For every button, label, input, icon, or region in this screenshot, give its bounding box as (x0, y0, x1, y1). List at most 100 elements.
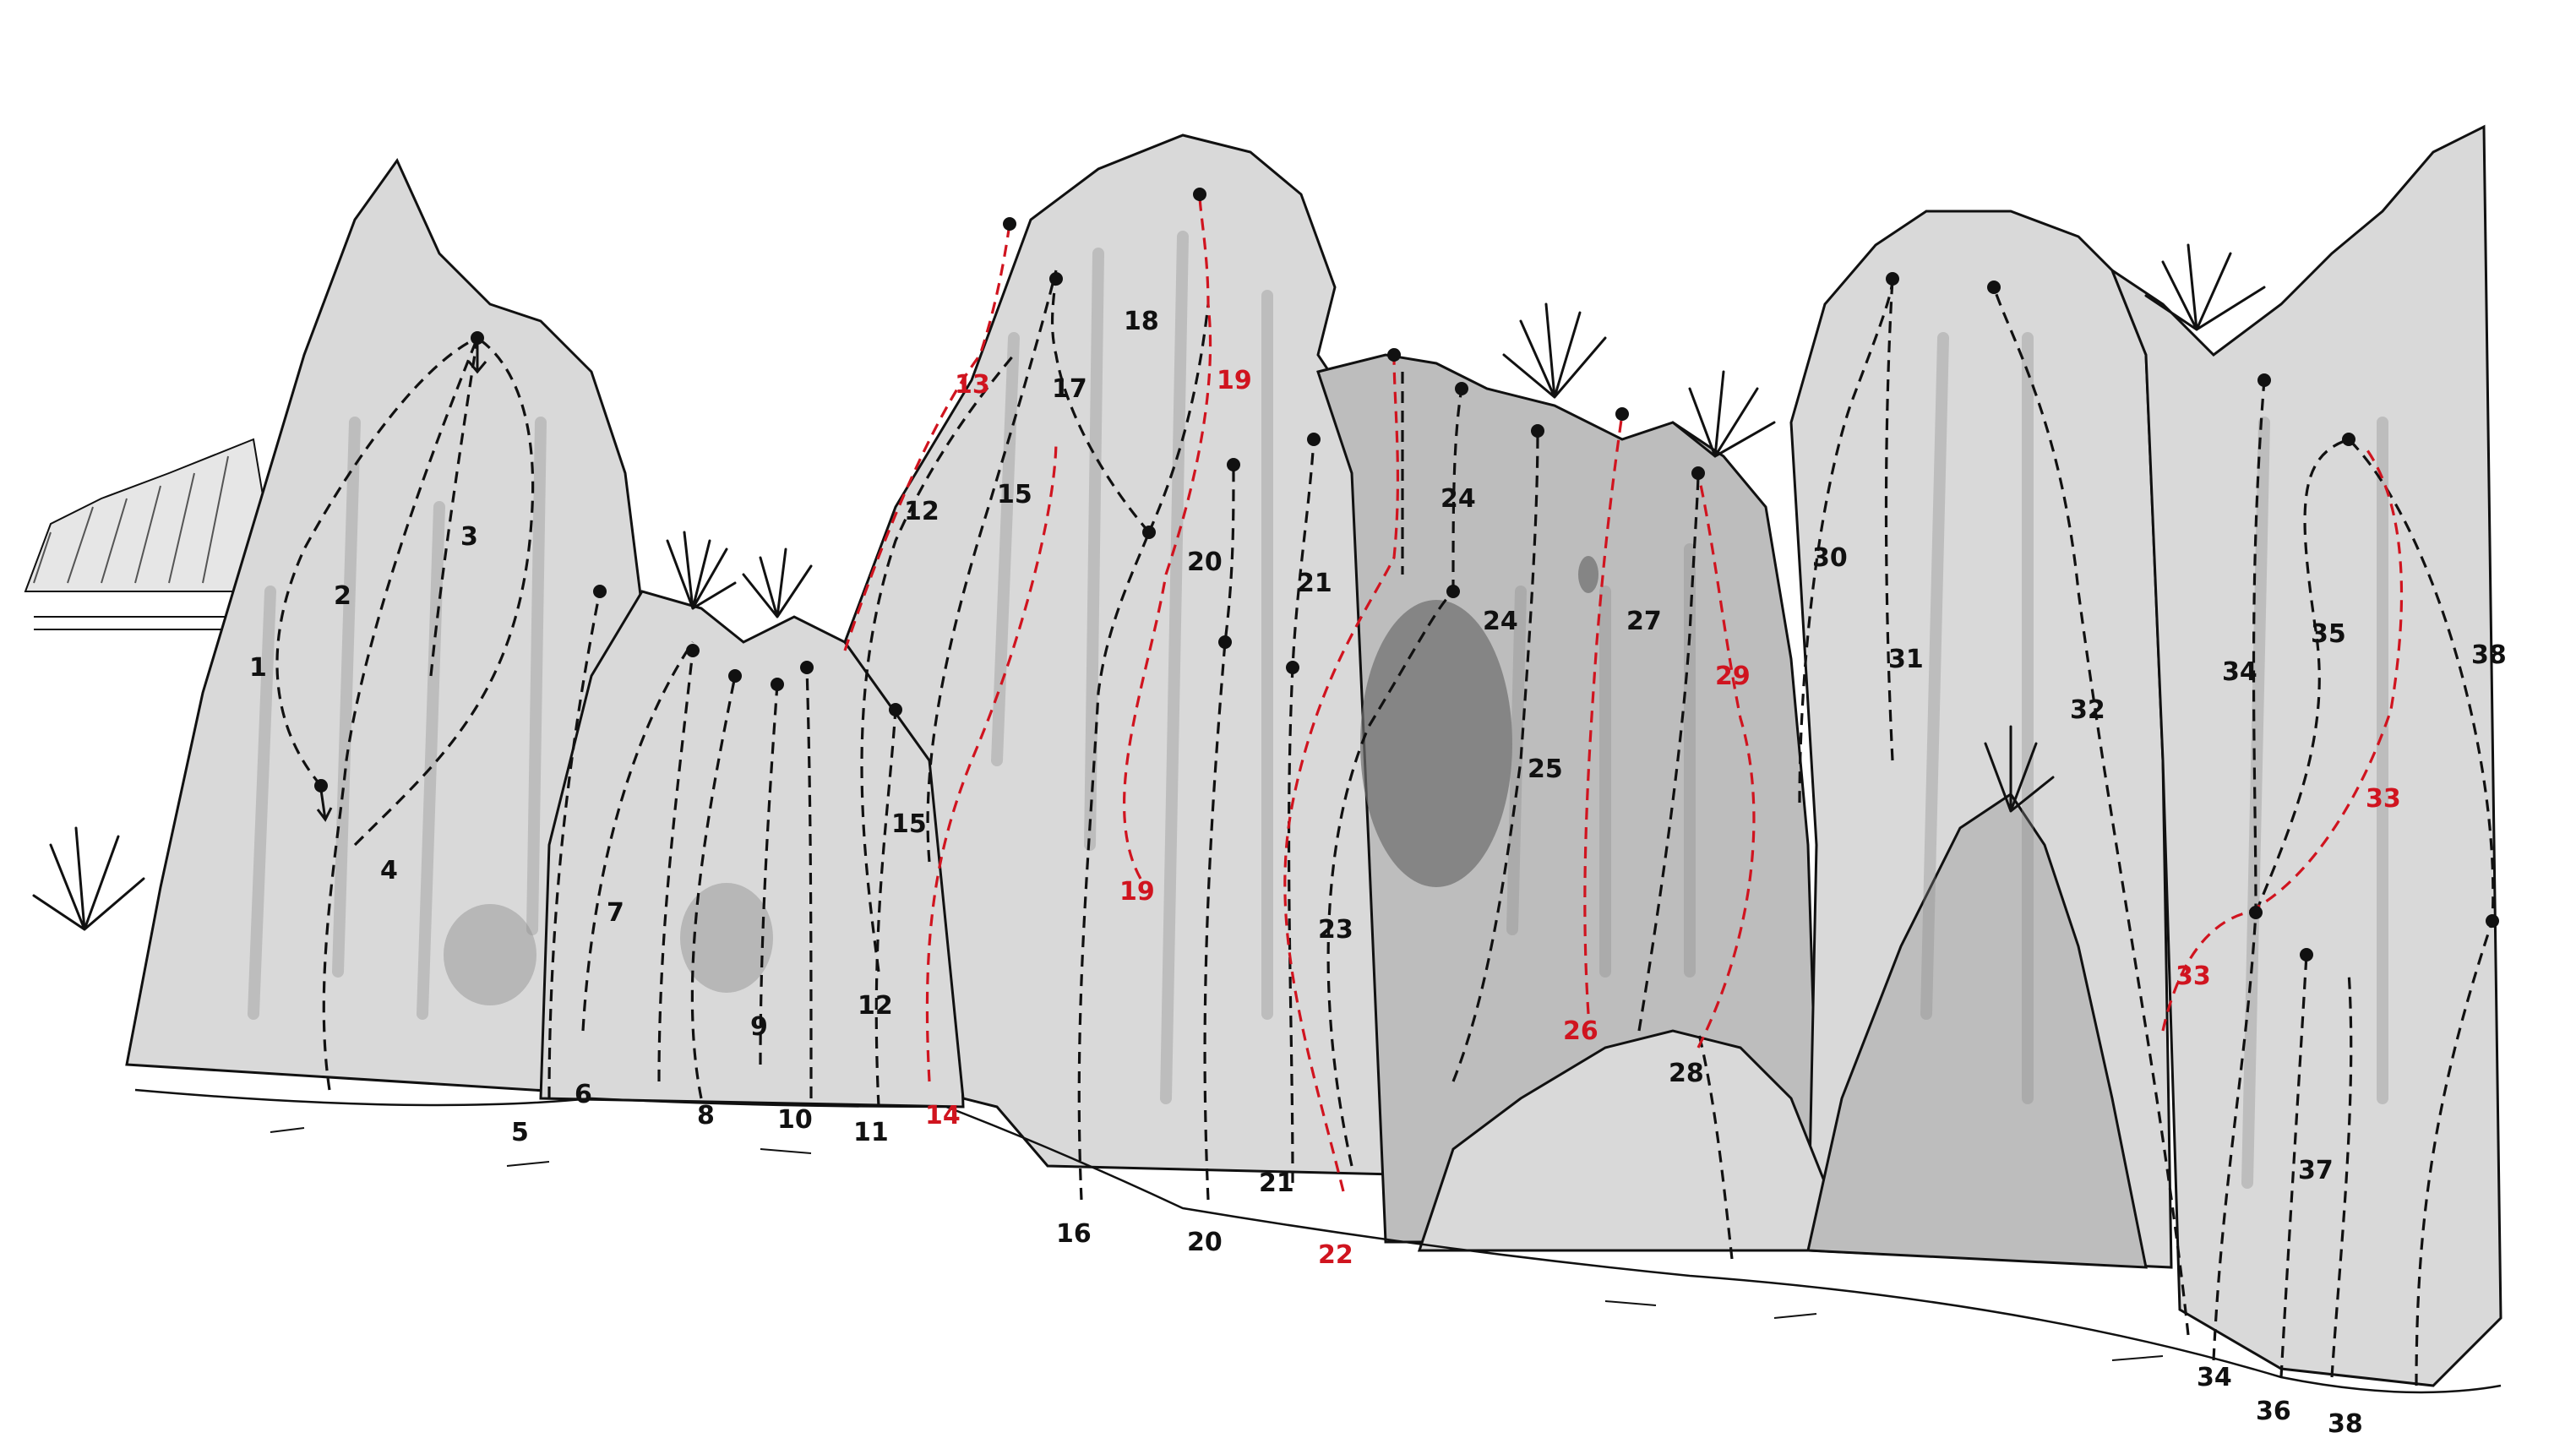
anchor-17 (1387, 348, 1401, 362)
label-route-24b: 24 (1483, 607, 1518, 636)
hole-left-1 (444, 904, 536, 1005)
route-30 (1798, 278, 1894, 803)
route-10 (805, 667, 813, 1099)
anchor-4 (686, 644, 700, 657)
label-route-31: 31 (1888, 645, 1924, 674)
route-26 (1583, 413, 1624, 1015)
route-29 (1696, 472, 1756, 1049)
label-route-33a: 33 (2366, 784, 2401, 814)
label-route-38b: 38 (2328, 1409, 2363, 1439)
anchor-26 (2342, 433, 2355, 446)
anchor-23 (1886, 272, 1899, 286)
anchor-2 (314, 779, 328, 793)
route-35 (2254, 438, 2350, 913)
route-23 (1326, 590, 1455, 1167)
label-route-17: 17 (1052, 374, 1087, 404)
label-route-18: 18 (1124, 307, 1159, 336)
route-7 (657, 650, 694, 1082)
route-12 (860, 353, 1016, 972)
bush-2 (742, 547, 813, 618)
routes-red (843, 193, 2404, 1192)
label-route-16: 16 (1056, 1219, 1092, 1249)
anchor-28 (2300, 948, 2313, 961)
route-4 (353, 336, 535, 847)
bush-1 (666, 531, 737, 610)
bush-5 (2144, 243, 2266, 331)
label-route-27: 27 (1626, 607, 1662, 636)
label-route-35: 35 (2311, 619, 2346, 649)
route-32 (1992, 286, 2190, 1336)
bushes (32, 243, 2266, 931)
route-20 (1203, 464, 1235, 1201)
anchor-10 (1049, 272, 1063, 286)
label-route-8: 8 (697, 1101, 715, 1130)
label-route-29: 29 (1715, 662, 1751, 691)
label-route-15b: 15 (891, 809, 927, 839)
route-33 (2161, 447, 2404, 1032)
route-13 (843, 223, 1011, 651)
label-route-9: 9 (750, 1012, 768, 1042)
anchor-3 (593, 585, 607, 598)
label-route-5: 5 (511, 1118, 529, 1147)
route-22 (1283, 354, 1400, 1192)
label-route-11: 11 (853, 1118, 889, 1147)
route-15 (926, 270, 1058, 863)
route-19 (1123, 193, 1212, 880)
ground (134, 1088, 2502, 1394)
label-route-3: 3 (460, 522, 478, 552)
hole-left-2 (680, 883, 773, 993)
label-route-34b: 34 (2197, 1363, 2232, 1392)
route-labels: 1 2 3 4 5 6 7 8 9 10 11 12 12 13 14 15 1… (249, 307, 2507, 1439)
bush-3 (1502, 302, 1607, 399)
rock-shading (248, 231, 2388, 1189)
anchor-21 (1615, 407, 1629, 421)
route-11 (874, 709, 897, 1108)
route-36 (2279, 954, 2308, 1378)
route-17 (1050, 270, 1151, 534)
anchor-24 (1987, 281, 2001, 294)
anchor-29 (2486, 914, 2499, 928)
anchor-1 (471, 331, 484, 345)
route-8 (690, 675, 737, 1099)
label-route-38a: 38 (2471, 640, 2507, 670)
label-route-19b: 19 (1119, 877, 1155, 907)
anchor-14 (1307, 433, 1321, 446)
label-route-26: 26 (1563, 1016, 1598, 1046)
label-route-30: 30 (1812, 543, 1848, 573)
route-16 (1077, 531, 1151, 1201)
cave-central (1360, 600, 1512, 887)
route-14 (925, 439, 1058, 1082)
anchor-16 (1218, 635, 1232, 649)
anchors (314, 188, 2499, 961)
route-9 (759, 684, 779, 1065)
label-route-23: 23 (1318, 915, 1353, 945)
anchor-9 (1003, 217, 1016, 231)
label-route-4: 4 (380, 856, 398, 885)
route-24a (1451, 388, 1463, 592)
anchor-15 (1286, 661, 1299, 674)
anchor-8 (889, 703, 902, 716)
label-route-32: 32 (2070, 695, 2105, 725)
anchor-20 (1531, 424, 1544, 438)
label-route-21a: 21 (1297, 569, 1332, 598)
label-route-37: 37 (2298, 1156, 2334, 1185)
route-5 (547, 591, 602, 1099)
rock-far-right (2109, 124, 2502, 1387)
label-route-28: 28 (1669, 1059, 1704, 1088)
label-route-12b: 12 (858, 991, 893, 1021)
rock-faces (125, 124, 2502, 1387)
label-route-33b: 33 (2176, 961, 2211, 991)
label-route-25: 25 (1528, 754, 1563, 784)
anchor-5 (728, 669, 742, 683)
label-route-15a: 15 (997, 480, 1032, 509)
anchor-25 (2257, 373, 2271, 387)
route-37 (2330, 971, 2353, 1378)
label-route-1: 1 (249, 653, 267, 683)
route-6 (581, 641, 694, 1032)
route-28 (1696, 1030, 1734, 1260)
anchor-27 (2249, 906, 2263, 919)
label-route-10: 10 (777, 1105, 813, 1135)
label-route-14: 14 (925, 1101, 961, 1130)
anchor-19 (1446, 585, 1460, 598)
